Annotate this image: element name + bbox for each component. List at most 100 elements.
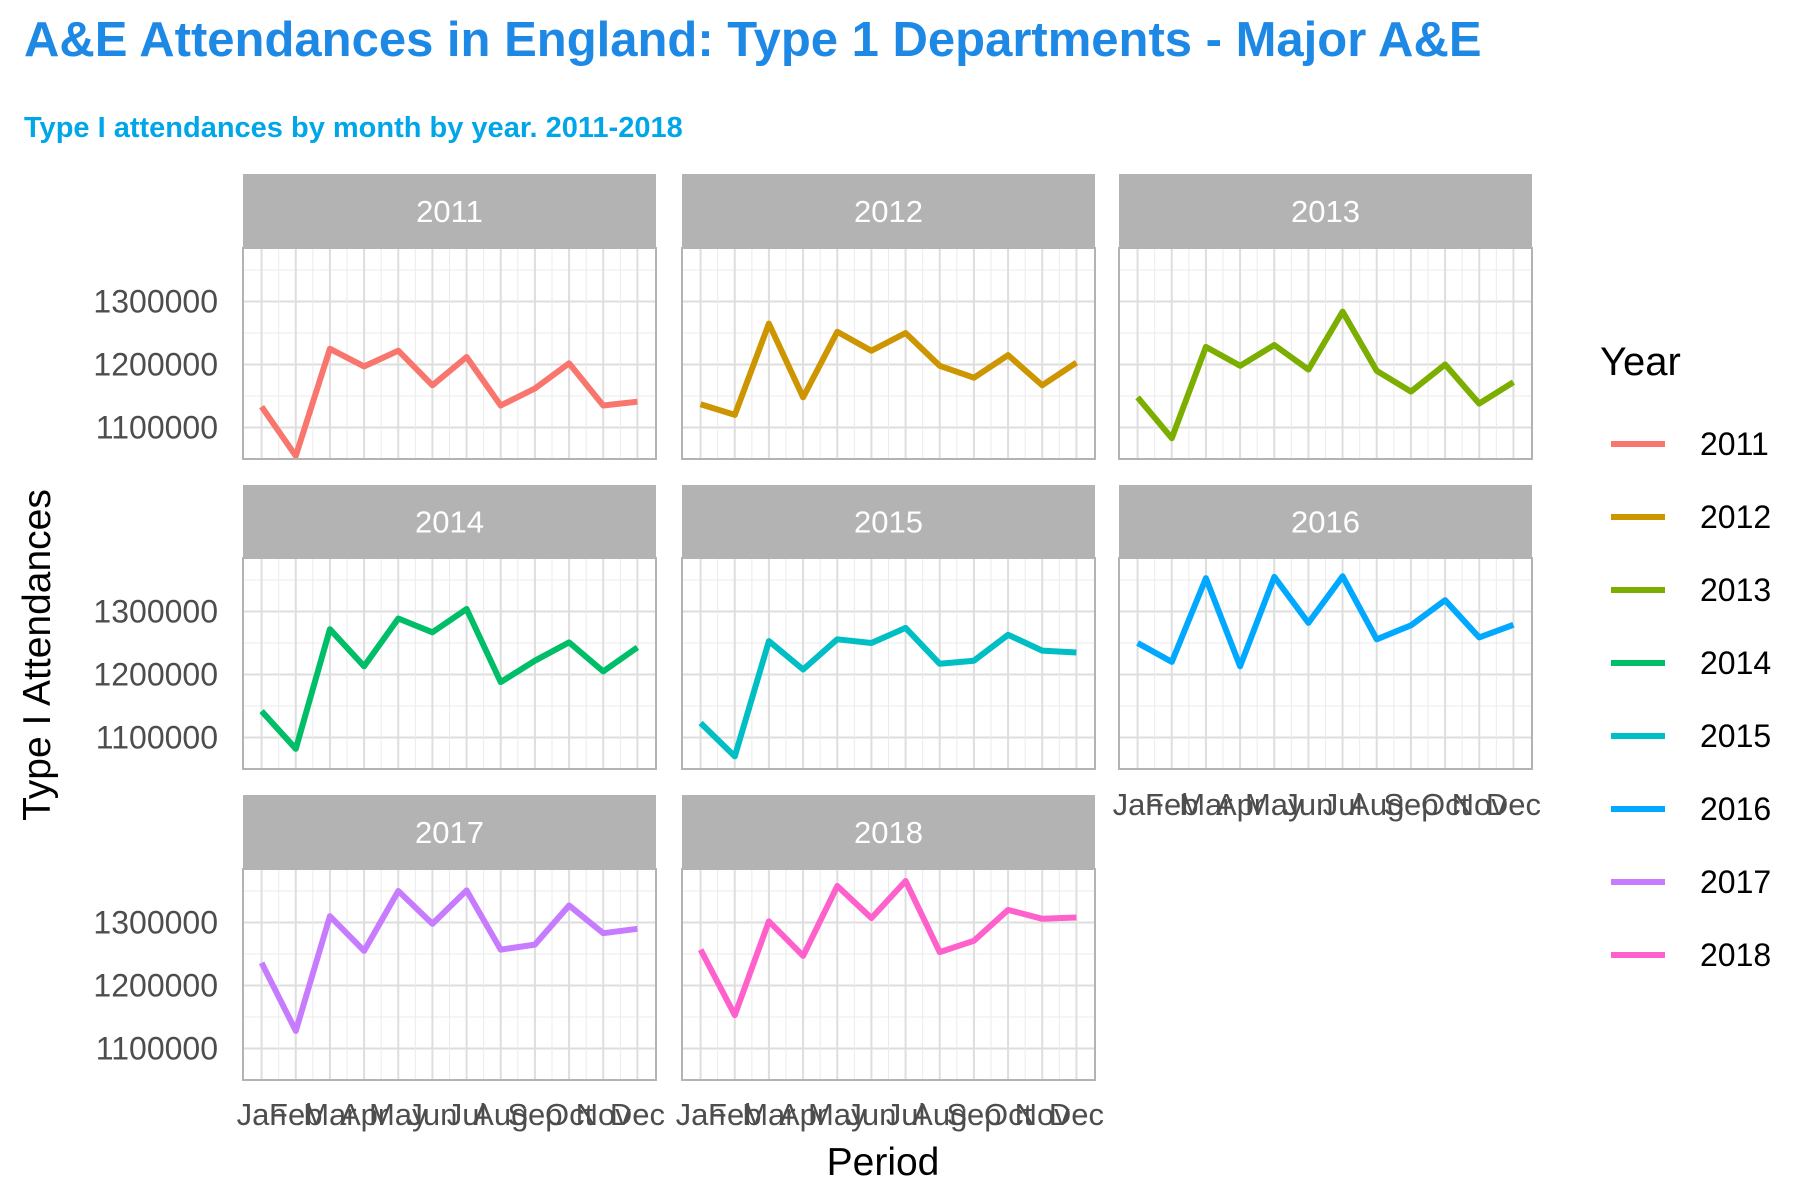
- x-tick-label: Apr: [1216, 787, 1264, 822]
- facet-strip: [1119, 485, 1532, 558]
- x-tick-label: Jan: [1113, 787, 1163, 822]
- facet-strip-label: 2013: [1291, 194, 1360, 229]
- facet-strip-label: 2014: [415, 505, 484, 540]
- facet-strip: [243, 795, 656, 869]
- x-tick-label: May: [808, 1097, 867, 1132]
- series-line-2012: [699, 320, 1079, 418]
- x-tick-label: Apr: [779, 1097, 827, 1132]
- legend-label-2015: 2015: [1700, 718, 1771, 754]
- facet-panel-2016: 2016: [1118, 485, 1533, 770]
- facet-panel-2011: 2011: [242, 174, 657, 460]
- facet-panel-2013: 2013: [1118, 174, 1533, 460]
- legend-label-2014: 2014: [1700, 645, 1771, 681]
- y-tick-labels: 1100000 1200000 1300000 1100000 1200000 13000…: [93, 284, 218, 1067]
- y-axis-title: Type I Attendances: [16, 489, 59, 821]
- x-tick-label: Sep: [946, 1097, 1001, 1132]
- series-line-2011: [259, 345, 638, 459]
- x-tick-label: May: [1245, 787, 1304, 822]
- chart-title: A&E Attendances in England: Type 1 Depar…: [24, 13, 1482, 67]
- x-tick-label: Oct: [1421, 787, 1470, 822]
- facet-panel-2012: 2012: [681, 174, 1096, 460]
- facet-strip-label: 2016: [1291, 505, 1360, 540]
- x-tick-label: Feb: [1145, 787, 1198, 822]
- facet-strip-label: 2018: [854, 815, 923, 850]
- x-tick-label: Dec: [1486, 787, 1541, 822]
- x-tick-label: Jul: [886, 1097, 926, 1132]
- facet-strip-label: 2017: [415, 815, 484, 850]
- facet-strip: [682, 485, 1095, 558]
- x-tick-label: Jul: [447, 1097, 487, 1132]
- series-line-2014: [259, 606, 640, 752]
- x-tick-label: Jul: [1323, 787, 1363, 822]
- x-tick-label: Oct: [984, 1097, 1033, 1132]
- facet-strip: [243, 485, 656, 558]
- x-tick-label: Jun: [407, 1097, 457, 1132]
- panel-border: [242, 868, 657, 1081]
- panel-border: [681, 557, 1096, 770]
- x-tick-label: Jan: [676, 1097, 726, 1132]
- facet-strip: [682, 174, 1095, 248]
- x-tick-label: Apr: [340, 1097, 388, 1132]
- panel-border: [1118, 557, 1533, 770]
- y-tick-label: 1200000: [93, 968, 218, 1004]
- x-tick-label: Mar: [1179, 787, 1232, 822]
- x-tick-label: Aug: [1349, 787, 1404, 822]
- facet-strip-label: 2012: [854, 194, 923, 229]
- legend-label-2016: 2016: [1700, 791, 1771, 827]
- legend-label-2011: 2011: [1700, 426, 1769, 462]
- panel-border: [242, 247, 657, 460]
- x-tick-label: May: [369, 1097, 428, 1132]
- x-tick-label: Oct: [545, 1097, 594, 1132]
- x-tick-label: Mar: [303, 1097, 356, 1132]
- legend-label-2018: 2018: [1700, 937, 1771, 973]
- panel-border: [1118, 247, 1533, 460]
- x-tick-label: Sep: [1383, 787, 1438, 822]
- panel-border: [242, 557, 657, 770]
- x-tick-label: Mar: [742, 1097, 795, 1132]
- x-axis-title: Period: [827, 1141, 940, 1184]
- panel-border: [681, 868, 1096, 1081]
- facet-strip: [682, 795, 1095, 869]
- x-tick-label: Aug: [473, 1097, 528, 1132]
- x-tick-label: Feb: [708, 1097, 761, 1132]
- facet-panels: 2011 2012 2013 2014 2015 2016 2017 2018: [242, 174, 1533, 1081]
- x-tick-label: Nov: [576, 1097, 632, 1132]
- y-tick-label: 1300000: [93, 905, 218, 941]
- legend-label-2013: 2013: [1700, 572, 1771, 608]
- x-tick-label: Sep: [507, 1097, 562, 1132]
- x-tick-label: Jan: [237, 1097, 287, 1132]
- chart-subtitle: Type I attendances by month by year. 201…: [24, 112, 683, 144]
- x-tick-label: Aug: [912, 1097, 967, 1132]
- y-tick-label: 1100000: [96, 410, 218, 446]
- x-tick-label: Feb: [269, 1097, 322, 1132]
- legend: Year 2011 2012 2013 2014 2015 2016 2017 2018: [1600, 340, 1771, 973]
- facet-strip: [243, 174, 656, 248]
- facet-strip-label: 2015: [854, 505, 923, 540]
- x-tick-label: Dec: [610, 1097, 665, 1132]
- x-tick-label: Nov: [1015, 1097, 1071, 1132]
- facet-panel-2018: 2018: [681, 795, 1096, 1081]
- series-line-2013: [1135, 308, 1515, 442]
- facet-panel-2014: 2014: [242, 485, 657, 770]
- x-tick-label: Dec: [1049, 1097, 1104, 1132]
- y-tick-label: 1300000: [93, 594, 218, 630]
- y-tick-label: 1100000: [96, 1031, 218, 1067]
- x-tick-label: Jun: [846, 1097, 896, 1132]
- legend-label-2017: 2017: [1700, 864, 1771, 900]
- panel-border: [681, 247, 1096, 460]
- y-tick-label: 1200000: [93, 347, 218, 383]
- series-line-2015: [698, 624, 1077, 760]
- legend-label-2012: 2012: [1700, 499, 1771, 535]
- facet-panel-2015: 2015: [681, 485, 1096, 770]
- y-tick-label: 1200000: [93, 657, 218, 693]
- series-line-2016: [1136, 573, 1515, 670]
- legend-title: Year: [1600, 340, 1681, 384]
- y-tick-label: 1100000: [96, 720, 218, 756]
- y-tick-label: 1300000: [93, 284, 218, 320]
- facet-strip: [1119, 174, 1532, 248]
- facet-strip-label: 2011: [416, 194, 483, 229]
- x-tick-label: Nov: [1452, 787, 1508, 822]
- x-tick-label: Jun: [1283, 787, 1333, 822]
- facet-panel-2017: 2017: [242, 795, 657, 1081]
